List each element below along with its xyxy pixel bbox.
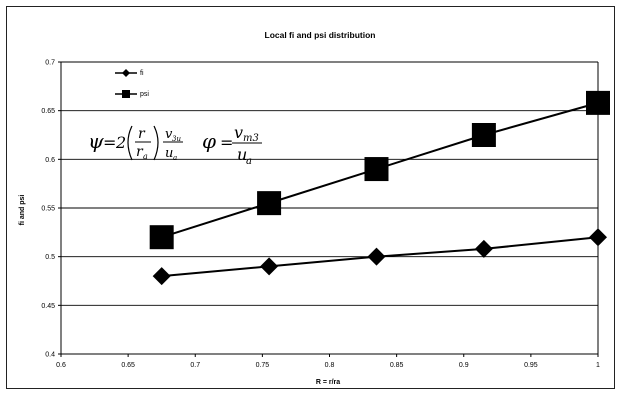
series-psi [149, 90, 610, 250]
x-tick-label-0.75: 0.75 [256, 362, 270, 369]
psi-ra-subscript: a [143, 152, 148, 161]
psi-right-paren [153, 125, 159, 161]
legend-label-psi: psi [140, 91, 149, 98]
y-tick-label-0.6: 0.6 [45, 157, 55, 164]
point-psi-2 [364, 157, 389, 182]
psi-r-numerator: r [138, 126, 146, 142]
series-fi [152, 228, 607, 286]
phi-symbol: φ [202, 129, 216, 153]
phi-formula-annotation: φ = v m3 u a [202, 123, 262, 167]
legend-label-fi: fi [140, 70, 144, 77]
y-tick-label-0.7: 0.7 [45, 60, 55, 67]
phi-numerator-subscript: m3 [243, 133, 259, 144]
series-group [149, 90, 610, 286]
y-axis-label: fi and psi [19, 195, 26, 226]
legend-marker-fi [122, 69, 130, 77]
phi-denominator-subscript: a [246, 156, 252, 167]
tick-labels: 0.6 0.65 0.7 0.75 0.8 0.85 0.9 0.95 1 0.4 0.45 0.5 0… [41, 60, 600, 370]
legend-item-fi: fi [115, 69, 144, 77]
x-tick-label-0.85: 0.85 [390, 362, 404, 369]
point-fi-3 [474, 239, 493, 258]
legend-item-psi: psi [115, 90, 149, 98]
phi-numerator-base: v [234, 123, 243, 142]
psi-ua-base: u [165, 146, 173, 161]
point-fi-2 [367, 247, 386, 266]
psi-ua-subscript: a [173, 154, 177, 162]
point-psi-1 [257, 191, 282, 216]
point-fi-0 [152, 267, 171, 286]
y-tick-label-0.4: 0.4 [45, 352, 55, 359]
y-tick-label-0.65: 0.65 [41, 108, 55, 115]
psi-equals: = [103, 133, 116, 152]
psi-coefficient: 2 [115, 133, 126, 152]
psi-left-paren [127, 125, 133, 161]
point-fi-1 [260, 257, 279, 276]
chart-title: Local fi and psi distribution [265, 30, 376, 40]
x-axis-label: R = r/ra [316, 379, 340, 386]
x-tick-label-0.95: 0.95 [524, 362, 538, 369]
point-psi-0 [149, 225, 174, 250]
x-tick-label-0.6: 0.6 [56, 362, 66, 369]
legend-marker-psi [122, 90, 130, 98]
y-tick-label-0.55: 0.55 [41, 206, 55, 213]
x-tick-label-0.9: 0.9 [459, 362, 469, 369]
phi-equals: = [220, 133, 233, 152]
psi-vu-subscript: 3u [172, 135, 181, 143]
psi-symbol: ψ [88, 129, 104, 153]
y-tick-label-0.45: 0.45 [41, 303, 55, 310]
grid [61, 61, 598, 355]
x-tick-label-0.65: 0.65 [121, 362, 135, 369]
point-psi-4 [586, 90, 610, 115]
point-psi-3 [471, 123, 496, 147]
y-tick-label-0.5: 0.5 [45, 254, 55, 261]
phi-denominator-base: u [237, 145, 247, 164]
x-tick-label-0.7: 0.7 [190, 362, 200, 369]
legend: fi psi [115, 69, 149, 98]
psi-vu-base: v [165, 127, 173, 142]
x-tick-label-1: 1 [596, 362, 600, 369]
psi-formula-annotation: ψ = 2 r r a v 3u u a [88, 125, 183, 162]
point-fi-4 [589, 228, 607, 247]
x-tick-label-0.8: 0.8 [325, 362, 335, 369]
psi-ra-base: r [136, 144, 144, 160]
